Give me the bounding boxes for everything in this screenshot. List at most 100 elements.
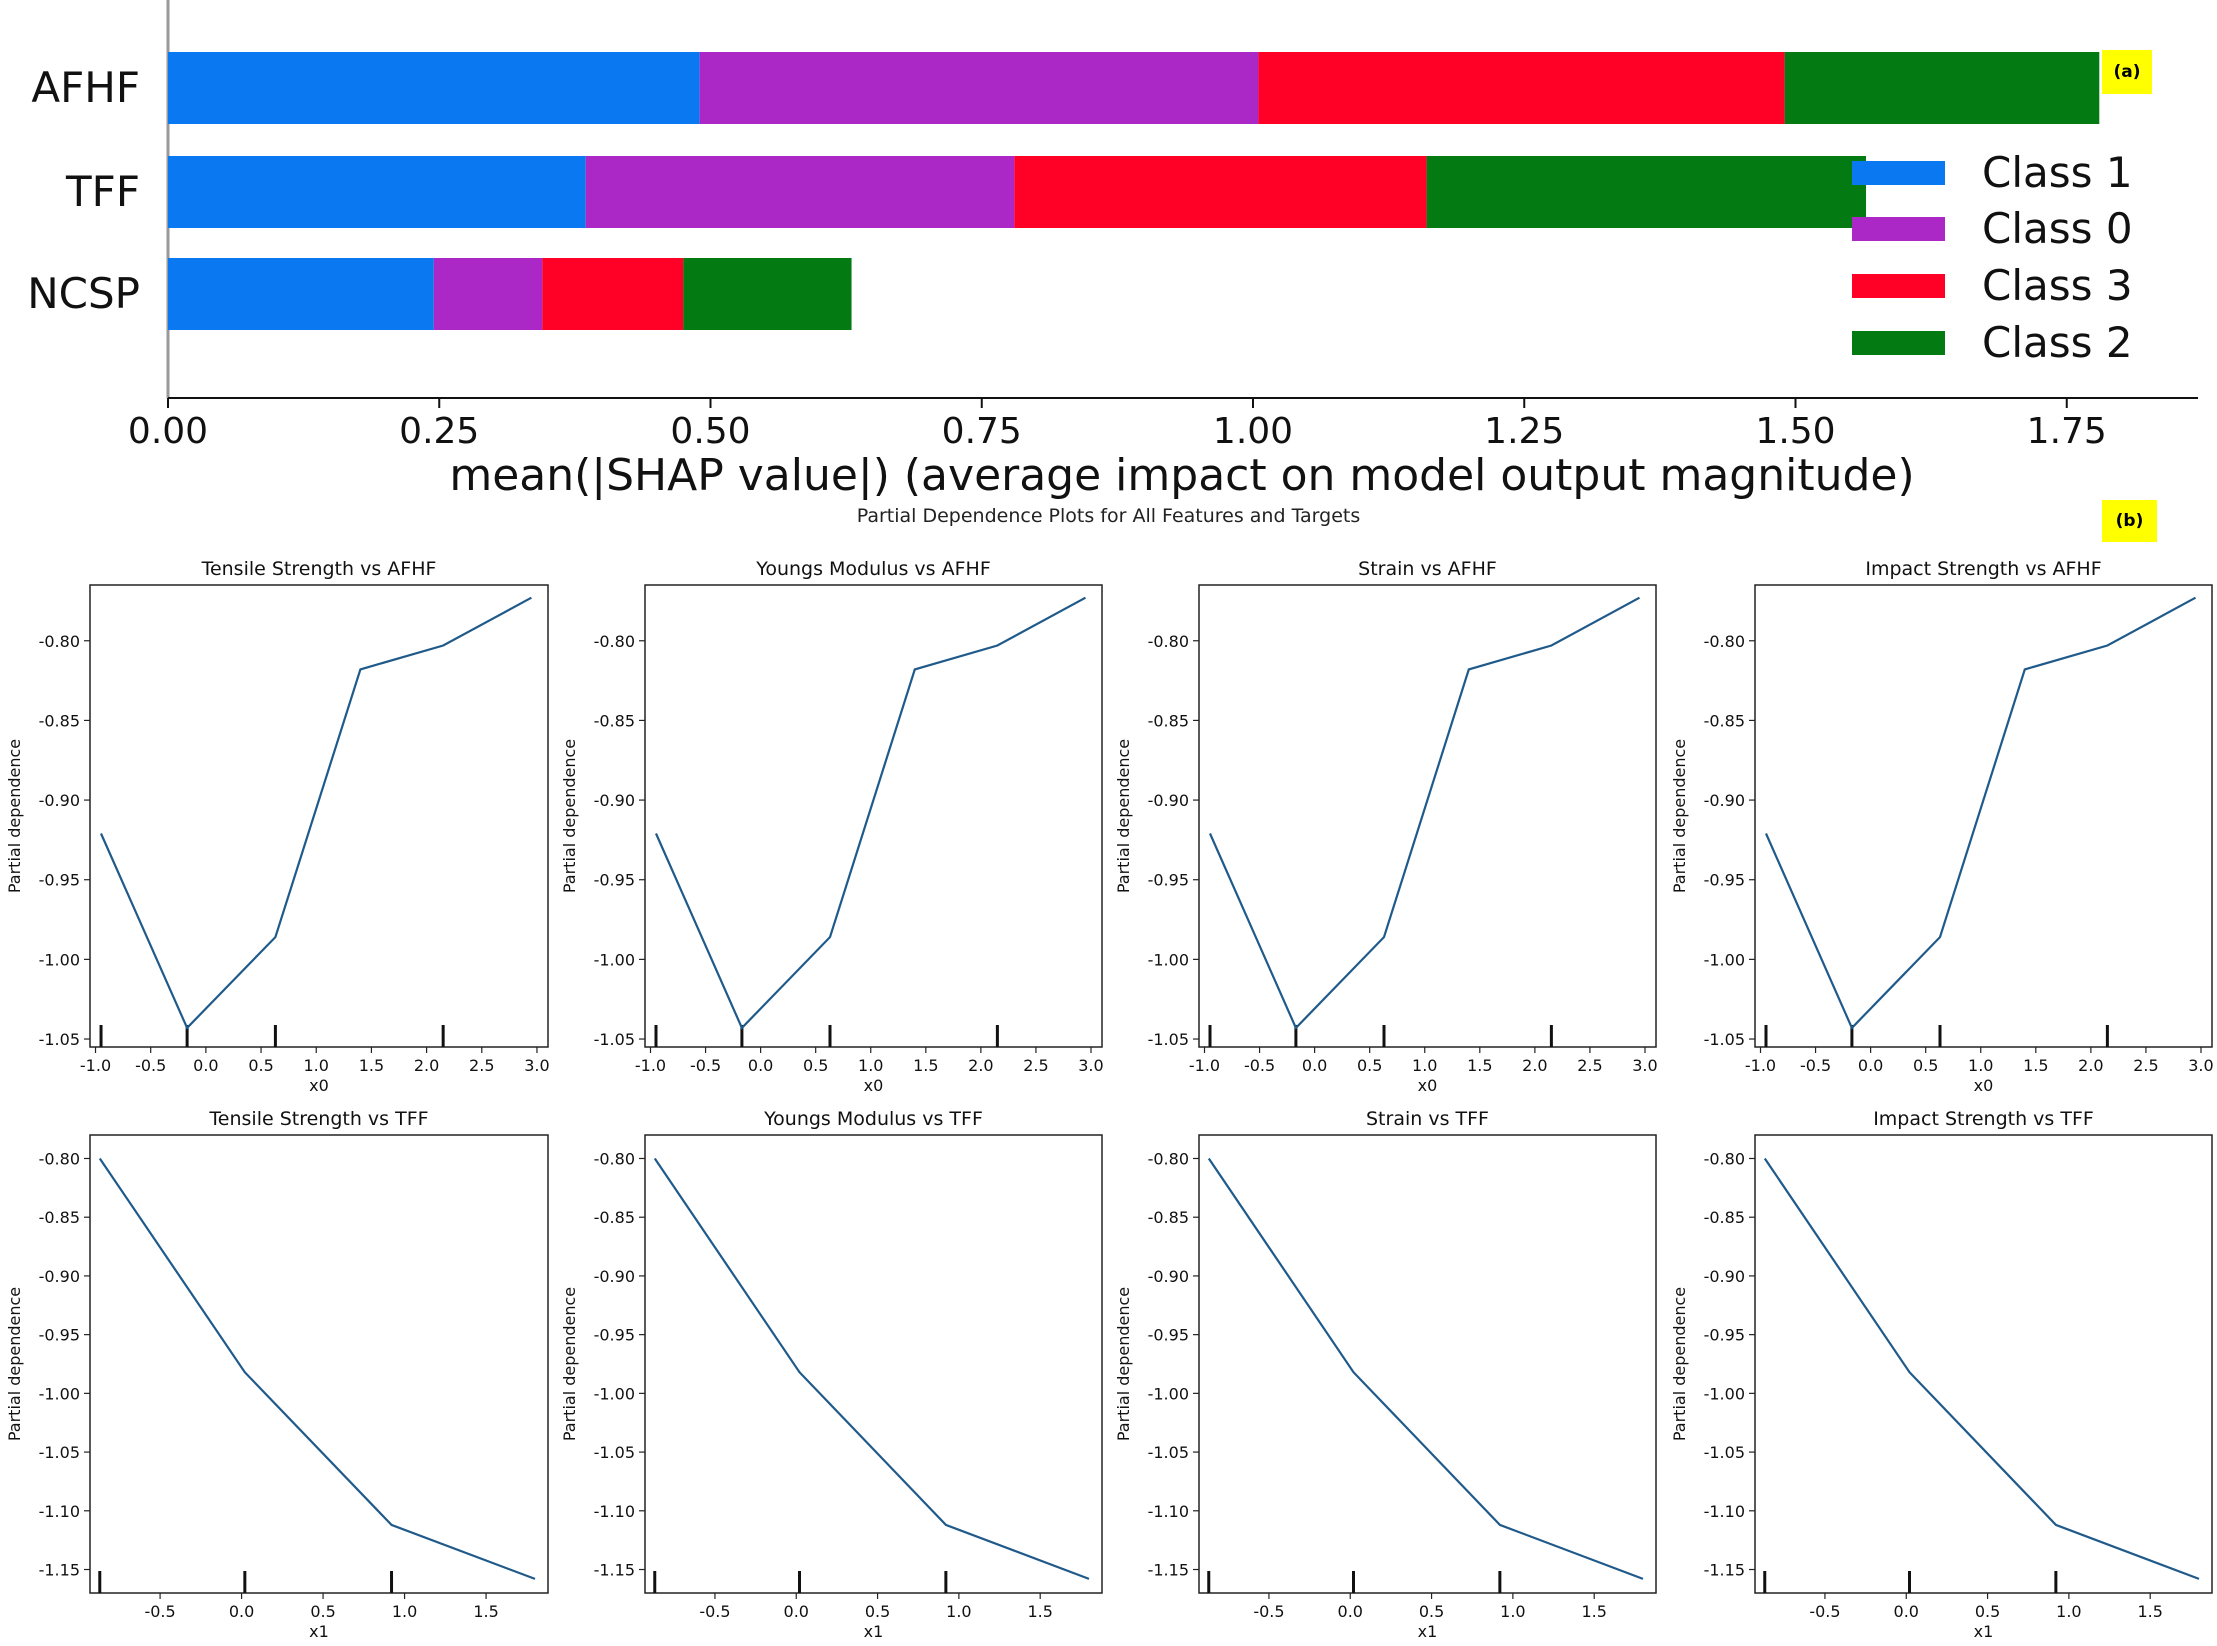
plot-frame <box>89 584 549 1048</box>
y-tick-label: -0.95 <box>1704 871 1745 890</box>
x-axis-label: x1 <box>1974 1622 1994 1641</box>
y-tick-label: -1.00 <box>39 950 80 969</box>
legend-label-class-2: Class 2 <box>1982 318 2133 367</box>
x-tick-label: 3.0 <box>524 1056 549 1075</box>
y-tick-label: -0.85 <box>1148 711 1189 730</box>
pdp-plot-afhf-4: Impact Strength vs AFHF -0.80 -0.85 -0.90 -0… <box>1670 558 2214 1095</box>
y-tick-label: -0.85 <box>1148 1208 1189 1227</box>
plot-title: Youngs Modulus vs AFHF <box>755 558 991 580</box>
y-tick-label: -0.85 <box>39 1208 80 1227</box>
x-tick-label: 0.5 <box>1913 1056 1938 1075</box>
y-tick-label: -0.85 <box>1704 711 1745 730</box>
y-tick-label: -0.80 <box>39 632 80 651</box>
y-tick-label: -0.85 <box>594 1208 635 1227</box>
x-tick-label: 0.75 <box>942 411 1022 452</box>
pdp-line <box>1208 596 1641 1030</box>
x-tick-label: 0.00 <box>128 411 208 452</box>
y-tick-label: -0.80 <box>1704 1149 1745 1168</box>
y-tick-label: -1.05 <box>39 1443 80 1462</box>
x-tick-label: 2.0 <box>968 1056 993 1075</box>
legend-swatch-class-3 <box>1852 274 1945 298</box>
y-tick-label: -0.90 <box>594 1267 635 1286</box>
x-tick-label: 1.0 <box>2056 1602 2081 1621</box>
x-tick-label: 0.50 <box>670 411 750 452</box>
y-tick-label: -0.80 <box>1148 1149 1189 1168</box>
x-tick-label: 2.0 <box>414 1056 439 1075</box>
legend-label-class-1: Class 1 <box>1982 148 2133 197</box>
bar-tff-class-1 <box>168 156 586 228</box>
y-tick-label: -1.15 <box>594 1561 635 1580</box>
y-tick-label: -1.00 <box>1148 1384 1189 1403</box>
x-tick-label: 0.0 <box>229 1602 254 1621</box>
x-tick-label: 1.0 <box>1968 1056 1993 1075</box>
x-tick-label: -0.5 <box>144 1602 175 1621</box>
y-tick-label: -1.10 <box>39 1502 80 1521</box>
x-tick-label: 1.5 <box>1027 1602 1052 1621</box>
x-tick-label: -0.5 <box>1253 1602 1284 1621</box>
plot-title: Strain vs TFF <box>1366 1108 1489 1130</box>
y-tick-label: -0.80 <box>594 632 635 651</box>
x-tick-label: 2.5 <box>469 1056 494 1075</box>
x-axis-label: x0 <box>309 1076 329 1095</box>
x-axis-label: mean(|SHAP value|) (average impact on mo… <box>449 450 1914 500</box>
y-tick-label: -1.00 <box>39 1384 80 1403</box>
y-axis-label: Partial dependence <box>1114 1287 1133 1441</box>
x-tick-label: 0.0 <box>1894 1602 1919 1621</box>
x-tick-label: 1.50 <box>1755 411 1835 452</box>
y-tick-label: -0.80 <box>39 1149 80 1168</box>
pdp-line <box>654 596 1087 1030</box>
x-tick-label: -0.5 <box>1809 1602 1840 1621</box>
y-axis-label: Partial dependence <box>560 739 579 893</box>
bar-tff-class-2 <box>1426 156 1867 228</box>
x-tick-label: 1.5 <box>1467 1056 1492 1075</box>
x-tick-label: 0.25 <box>399 411 479 452</box>
shap-bar-chart: AFHF TFF NCSP 0.00 0.25 0.50 0.75 1.00 1.25 1.50 1… <box>27 0 2198 500</box>
x-axis-label: x1 <box>1418 1622 1438 1641</box>
x-tick-label: 1.00 <box>1213 411 1293 452</box>
y-axis-label: Partial dependence <box>1670 739 1689 893</box>
y-tick-label: -0.90 <box>39 791 80 810</box>
x-tick-label: 0.5 <box>310 1602 335 1621</box>
x-tick-label: 0.5 <box>248 1056 273 1075</box>
plot-title: Tensile Strength vs AFHF <box>201 558 437 580</box>
x-tick-label: 2.5 <box>1023 1056 1048 1075</box>
y-axis-label: Partial dependence <box>560 1287 579 1441</box>
legend-swatch-class-0 <box>1852 217 1945 241</box>
plot-title: Strain vs AFHF <box>1358 558 1497 580</box>
y-tick-label: -0.85 <box>594 711 635 730</box>
y-tick-label: -1.00 <box>594 950 635 969</box>
category-label-tff: TFF <box>65 167 140 216</box>
y-tick-label: -1.00 <box>1148 950 1189 969</box>
x-axis-label: x1 <box>309 1622 329 1641</box>
pdp-line <box>98 1157 536 1580</box>
x-tick-label: 0.5 <box>1419 1602 1444 1621</box>
category-label-afhf: AFHF <box>31 63 140 112</box>
y-axis-label: Partial dependence <box>5 739 24 893</box>
bar-ncsp-class-1 <box>168 258 434 330</box>
x-tick-label: 0.5 <box>803 1056 828 1075</box>
plot-frame <box>644 1134 1103 1594</box>
pdp-line <box>1763 1157 2200 1580</box>
y-tick-label: -0.90 <box>1704 1267 1745 1286</box>
y-tick-label: -1.15 <box>39 1561 80 1580</box>
legend-swatch-class-1 <box>1852 161 1945 185</box>
bar-tff-class-0 <box>585 156 1015 228</box>
y-tick-label: -1.15 <box>1148 1561 1189 1580</box>
y-axis-label: Partial dependence <box>5 1287 24 1441</box>
y-tick-label: -0.95 <box>594 1326 635 1345</box>
x-tick-label: -0.5 <box>1800 1056 1831 1075</box>
pdp-plot-afhf-3: Strain vs AFHF -0.80 -0.85 -0.90 -0.95 -1.00 -… <box>1114 558 1658 1095</box>
legend-label-class-0: Class 0 <box>1982 204 2133 253</box>
y-tick-label: -0.95 <box>1148 1326 1189 1345</box>
y-tick-label: -0.95 <box>1148 871 1189 890</box>
pdp-line <box>1764 596 2197 1030</box>
bar-ncsp-class-3 <box>542 258 684 330</box>
bar-ncsp-class-0 <box>433 258 543 330</box>
x-tick-label: 1.5 <box>1581 1602 1606 1621</box>
x-tick-label: -1.0 <box>1189 1056 1220 1075</box>
x-tick-label: 0.0 <box>1338 1602 1363 1621</box>
x-tick-label: 2.5 <box>1577 1056 1602 1075</box>
pdp-plot-tff-3: Strain vs TFF -0.80 -0.85 -0.90 -0.95 -1.00 -1… <box>1114 1108 1657 1641</box>
pdp-title: Partial Dependence Plots for All Feature… <box>856 505 1361 527</box>
y-tick-label: -0.90 <box>39 1267 80 1286</box>
